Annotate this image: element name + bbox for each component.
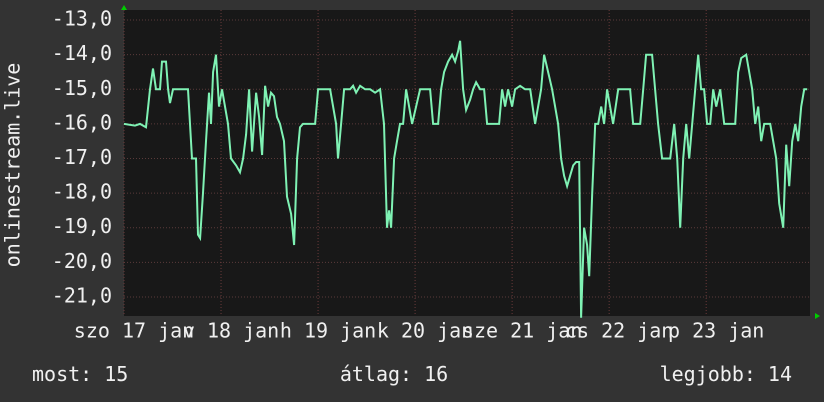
stat-label: most: — [32, 362, 92, 386]
x-tick-label: k 20 jan — [377, 319, 473, 343]
y-tick-label: -15,0 — [52, 76, 112, 100]
stat: átlag: 16 — [340, 362, 448, 386]
axis-arrow — [121, 5, 127, 10]
stat: most: 15 — [32, 362, 128, 386]
x-tick-label: sze 21 jan — [462, 319, 582, 343]
x-tick-label: szo 17 jan — [74, 319, 194, 343]
y-axis-label: onlinestream.live — [1, 63, 25, 268]
stat: legjobb: 14 — [660, 362, 792, 386]
stat-value: 16 — [424, 362, 448, 386]
plot-area — [124, 10, 810, 316]
axis-arrow — [815, 313, 820, 319]
y-tick-label: -21,0 — [52, 283, 112, 307]
y-tick-label: -19,0 — [52, 214, 112, 238]
data-line — [123, 40, 808, 318]
y-tick-label: -13,0 — [52, 7, 112, 31]
stat-label: átlag: — [340, 362, 412, 386]
stat-value: 15 — [104, 362, 128, 386]
y-tick-label: -20,0 — [52, 249, 112, 273]
y-tick-label: -14,0 — [52, 41, 112, 65]
y-tick-label: -18,0 — [52, 180, 112, 204]
x-tick-label: p 23 jan — [668, 319, 764, 343]
stat-value: 14 — [768, 362, 792, 386]
x-tick-label: cs 22 jan — [565, 319, 673, 343]
x-tick-label: h 19 jan — [280, 319, 376, 343]
x-tick-label: v 18 jan — [183, 319, 279, 343]
y-tick-label: -16,0 — [52, 110, 112, 134]
y-tick-label: -17,0 — [52, 145, 112, 169]
stat-label: legjobb: — [660, 362, 756, 386]
